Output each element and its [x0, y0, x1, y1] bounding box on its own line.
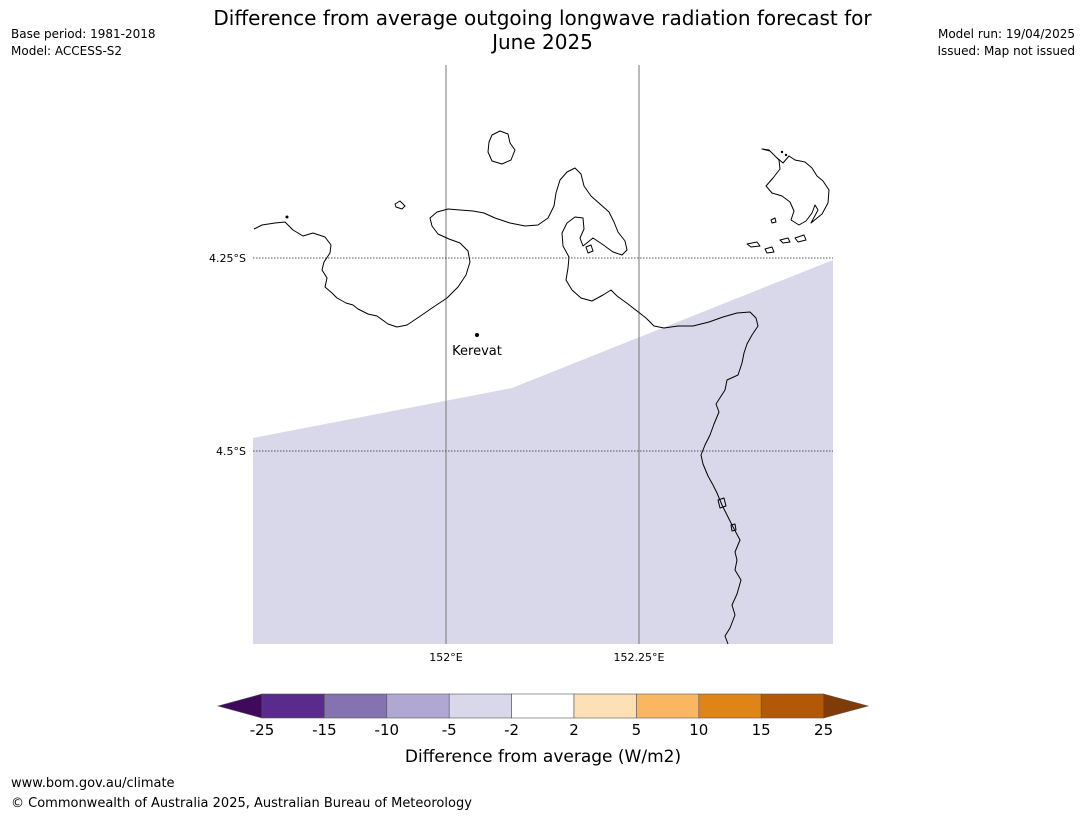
legend-swatch-6	[573, 693, 637, 719]
coastline-islet-west	[394, 200, 406, 210]
legend-tick-3: -10	[375, 721, 400, 739]
kerevat-marker	[475, 333, 479, 337]
lon-label-152-25: 152.25°E	[614, 651, 665, 664]
coastline-islet-south-1	[717, 497, 727, 509]
legend-tick-2: -15	[312, 721, 337, 739]
legend-tick-5: -2	[504, 721, 519, 739]
legend-swatch-8	[698, 693, 762, 719]
lat-label-4-25: 4.25°S	[209, 252, 246, 265]
legend-swatch-2	[324, 693, 388, 719]
legend-swatch-5	[511, 693, 575, 719]
legend-tick-4: -5	[442, 721, 457, 739]
islet-dot-3	[784, 153, 788, 157]
islet-dot-1	[285, 215, 289, 219]
legend-tick-1: -25	[250, 721, 275, 739]
title-line-2: June 2025	[492, 30, 593, 54]
legend-tick-9: 15	[752, 721, 771, 739]
coastline-duke-of-york	[761, 148, 830, 226]
legend-tick-6: 2	[569, 721, 579, 739]
legend-swatch-9	[760, 693, 824, 719]
legend-arrow-high	[823, 693, 870, 719]
legend-colorbar	[216, 693, 870, 719]
islet-dot-2	[780, 150, 784, 154]
legend-tick-7: 5	[632, 721, 642, 739]
coastline-islet-east-2	[764, 246, 775, 254]
base-period: Base period: 1981-2018	[11, 27, 156, 41]
coastline-main	[253, 167, 759, 645]
legend-tick-10: 25	[814, 721, 833, 739]
lon-label-152: 152°E	[429, 651, 462, 664]
legend-tick-8: 10	[689, 721, 708, 739]
coastline-islet-east-4	[794, 234, 807, 243]
legend-swatch-4	[448, 693, 512, 719]
legend-arrow-low	[216, 693, 263, 719]
coastline-islet-east-3	[779, 237, 791, 244]
coastline-islet-east-6	[585, 244, 594, 254]
shaded-region	[253, 260, 833, 644]
title-line-1: Difference from average outgoing longwav…	[213, 6, 872, 30]
coastline-islet-south-2	[730, 523, 737, 532]
coastline-islet-east-1	[746, 241, 761, 248]
model-name: Model: ACCESS-S2	[11, 44, 123, 58]
page-title: Difference from average outgoing longwav…	[150, 6, 935, 54]
coastline-islet-east-5	[770, 217, 777, 224]
footer-copyright: © Commonwealth of Australia 2025, Austra…	[11, 796, 472, 811]
legend-swatch-7	[636, 693, 700, 719]
lat-label-4-5: 4.5°S	[216, 445, 246, 458]
legend-swatch-1	[261, 693, 325, 719]
issued-status: Issued: Map not issued	[937, 44, 1075, 58]
legend-swatch-3	[386, 693, 450, 719]
legend-title: Difference from average (W/m2)	[405, 747, 681, 767]
coastline-island-north	[487, 130, 516, 165]
place-label-kerevat: Kerevat	[452, 344, 502, 359]
footer-url[interactable]: www.bom.gov.au/climate	[11, 776, 175, 791]
model-run: Model run: 19/04/2025	[937, 27, 1075, 41]
